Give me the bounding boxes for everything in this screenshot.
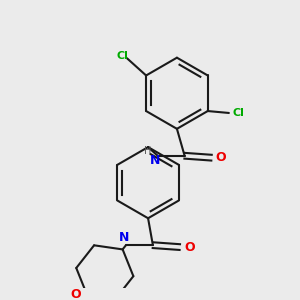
Text: Cl: Cl xyxy=(232,108,244,118)
Text: O: O xyxy=(184,241,195,254)
Text: N: N xyxy=(119,231,129,244)
Text: N: N xyxy=(150,154,160,167)
Text: O: O xyxy=(216,151,226,164)
Text: O: O xyxy=(70,288,81,300)
Text: Cl: Cl xyxy=(116,51,128,61)
Text: H: H xyxy=(144,146,152,156)
